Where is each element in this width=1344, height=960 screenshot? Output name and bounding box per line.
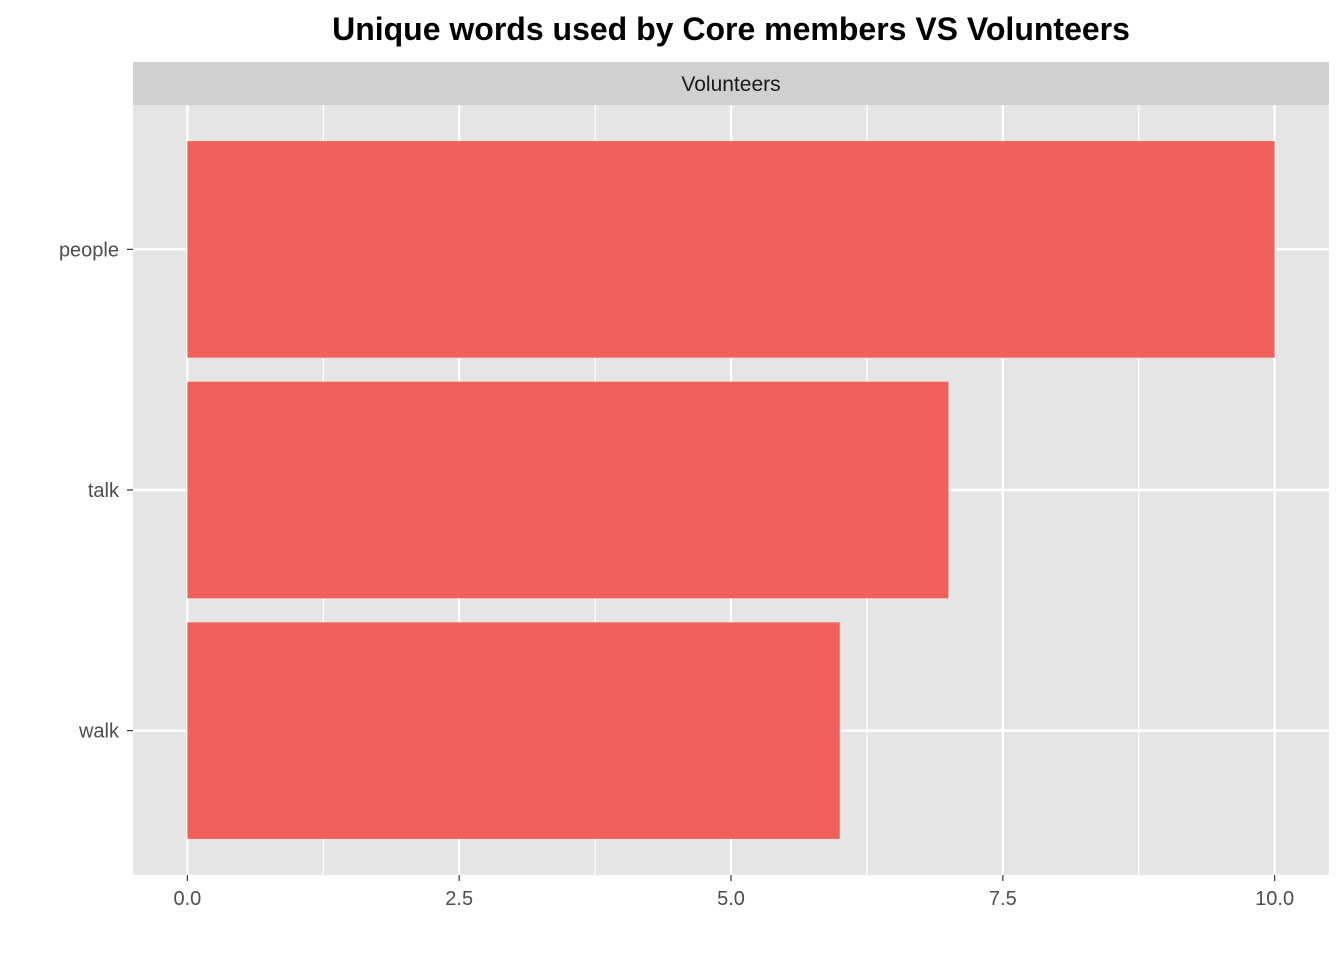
x-tick-label: 7.5 xyxy=(989,888,1017,910)
bars xyxy=(187,141,1275,839)
x-axis: 0.0 2.5 5.0 7.5 10.0 xyxy=(173,875,1294,910)
bar-walk xyxy=(187,622,840,839)
chart-title: Unique words used by Core members VS Vol… xyxy=(332,11,1130,47)
facet-strip xyxy=(133,62,1329,105)
x-tick-label: 2.5 xyxy=(445,888,473,910)
y-tick-label: talk xyxy=(88,480,120,502)
y-tick-label: people xyxy=(59,239,119,261)
bar-talk xyxy=(187,381,949,599)
x-tick-label: 5.0 xyxy=(717,888,745,910)
y-tick-label: walk xyxy=(78,721,120,743)
bar-people xyxy=(187,141,1275,358)
facet-strip-label: Volunteers xyxy=(681,73,780,96)
y-axis: people talk walk xyxy=(59,239,133,743)
x-tick-label: 0.0 xyxy=(173,888,201,910)
x-tick-label: 10.0 xyxy=(1255,888,1294,910)
